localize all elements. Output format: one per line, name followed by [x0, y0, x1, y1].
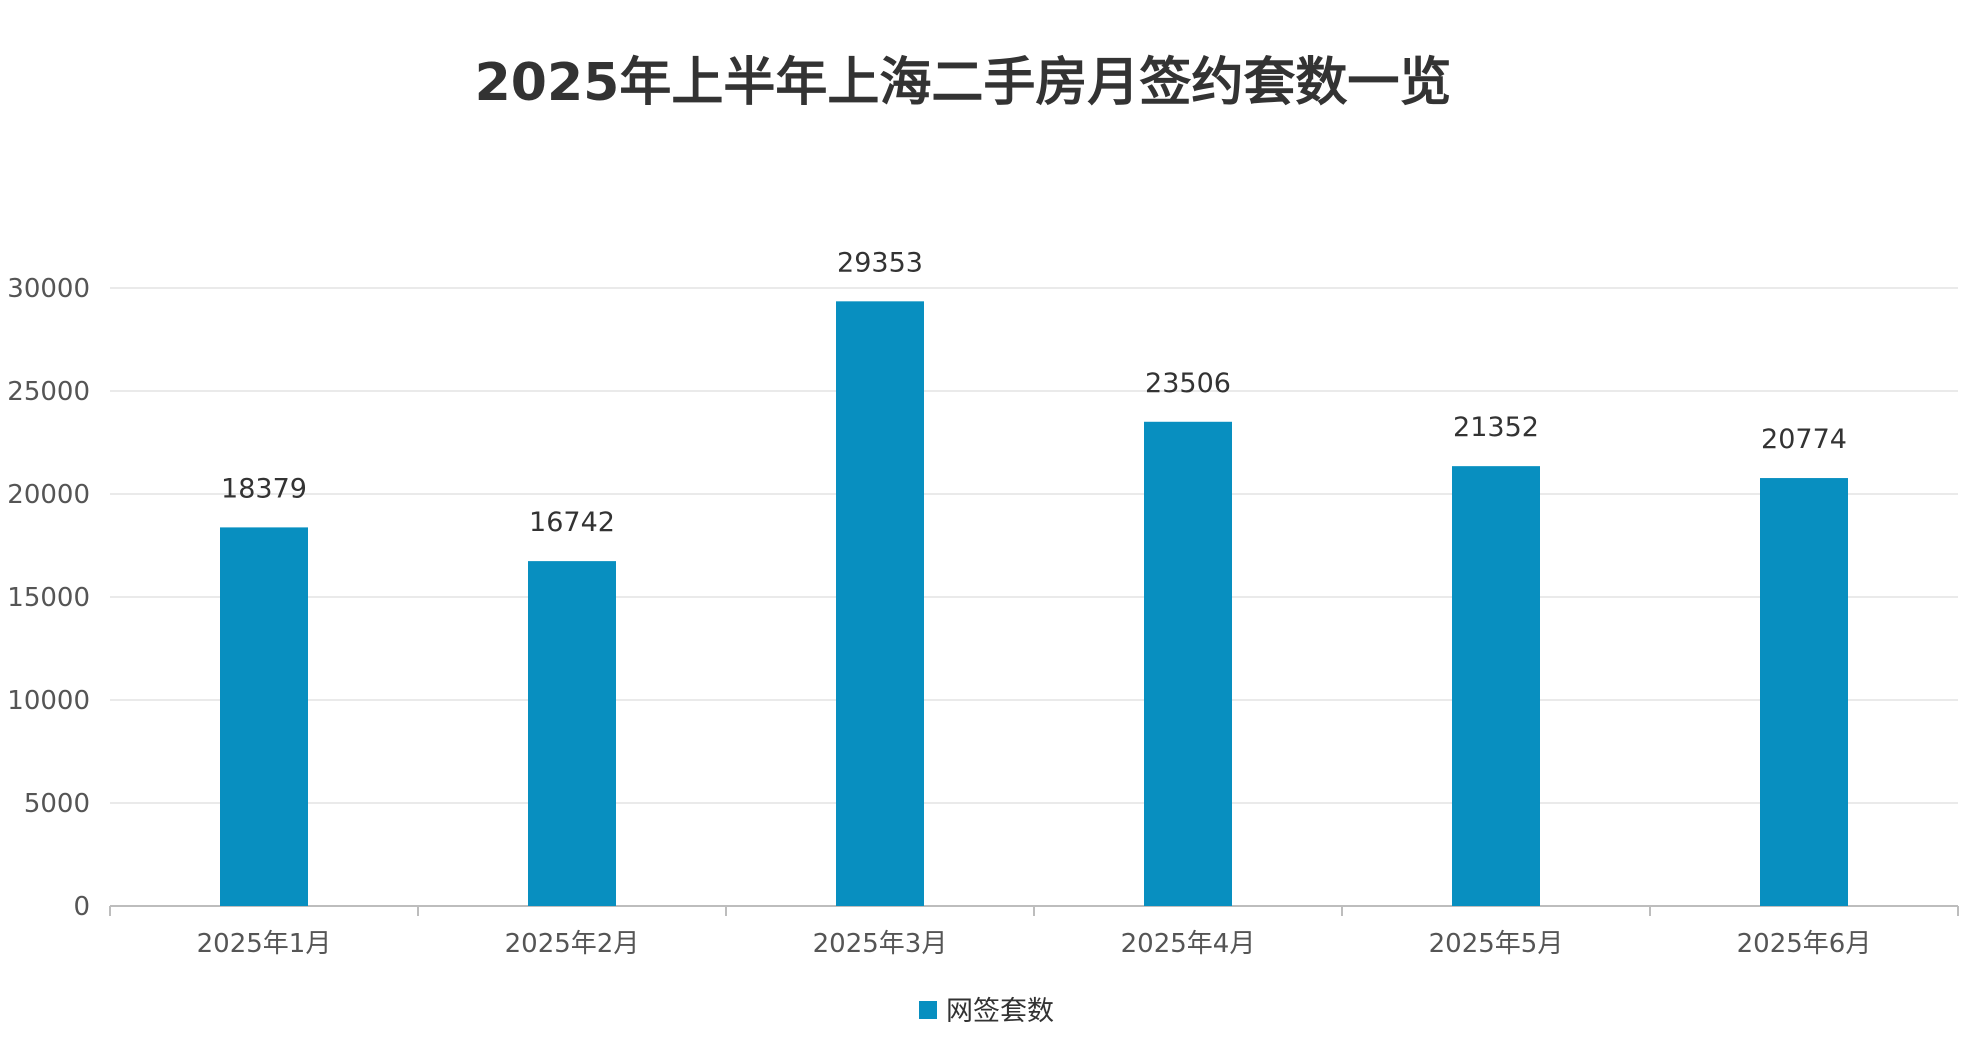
y-tick-label: 15000	[7, 583, 90, 613]
y-tick-label: 5000	[24, 789, 90, 819]
y-tick-label: 0	[73, 892, 90, 922]
x-tick-label: 2025年1月	[197, 929, 332, 959]
bars	[220, 301, 1848, 906]
bar[interactable]	[528, 561, 616, 906]
bar[interactable]	[1452, 466, 1540, 906]
x-tick-label: 2025年2月	[505, 929, 640, 959]
bar[interactable]	[1144, 421, 1232, 906]
data-label: 20774	[1761, 424, 1847, 455]
gridlines	[110, 287, 1958, 804]
legend[interactable]: 网签套数	[919, 996, 1054, 1027]
data-label: 18379	[221, 473, 307, 504]
chart-title: 2025年上半年上海二手房月签约套数一览	[475, 53, 1452, 113]
y-tick-label: 30000	[7, 274, 90, 304]
y-tick-label: 25000	[7, 377, 90, 407]
data-labels: 18379 16742 29353 23506 21352 20774	[221, 247, 1847, 538]
x-tick-label: 2025年5月	[1429, 929, 1564, 959]
x-tick-label: 2025年6月	[1737, 929, 1872, 959]
data-label: 21352	[1453, 412, 1539, 443]
x-axis	[109, 905, 1959, 916]
y-tick-label: 20000	[7, 480, 90, 510]
y-axis-ticks: 0 5000 10000 15000 20000 25000 30000	[7, 274, 90, 922]
bar[interactable]	[1760, 478, 1848, 906]
x-tick-label: 2025年4月	[1121, 929, 1256, 959]
data-label: 23506	[1145, 368, 1231, 399]
x-axis-ticks: 2025年1月 2025年2月 2025年3月 2025年4月 2025年5月 2025年…	[197, 929, 1872, 959]
legend-swatch-icon	[919, 1001, 937, 1019]
x-tick-label: 2025年3月	[813, 929, 948, 959]
bar[interactable]	[836, 301, 924, 906]
bar[interactable]	[220, 527, 308, 906]
data-label: 29353	[837, 247, 923, 278]
legend-label: 网签套数	[946, 996, 1054, 1027]
y-tick-label: 10000	[7, 686, 90, 716]
data-label: 16742	[529, 507, 615, 538]
